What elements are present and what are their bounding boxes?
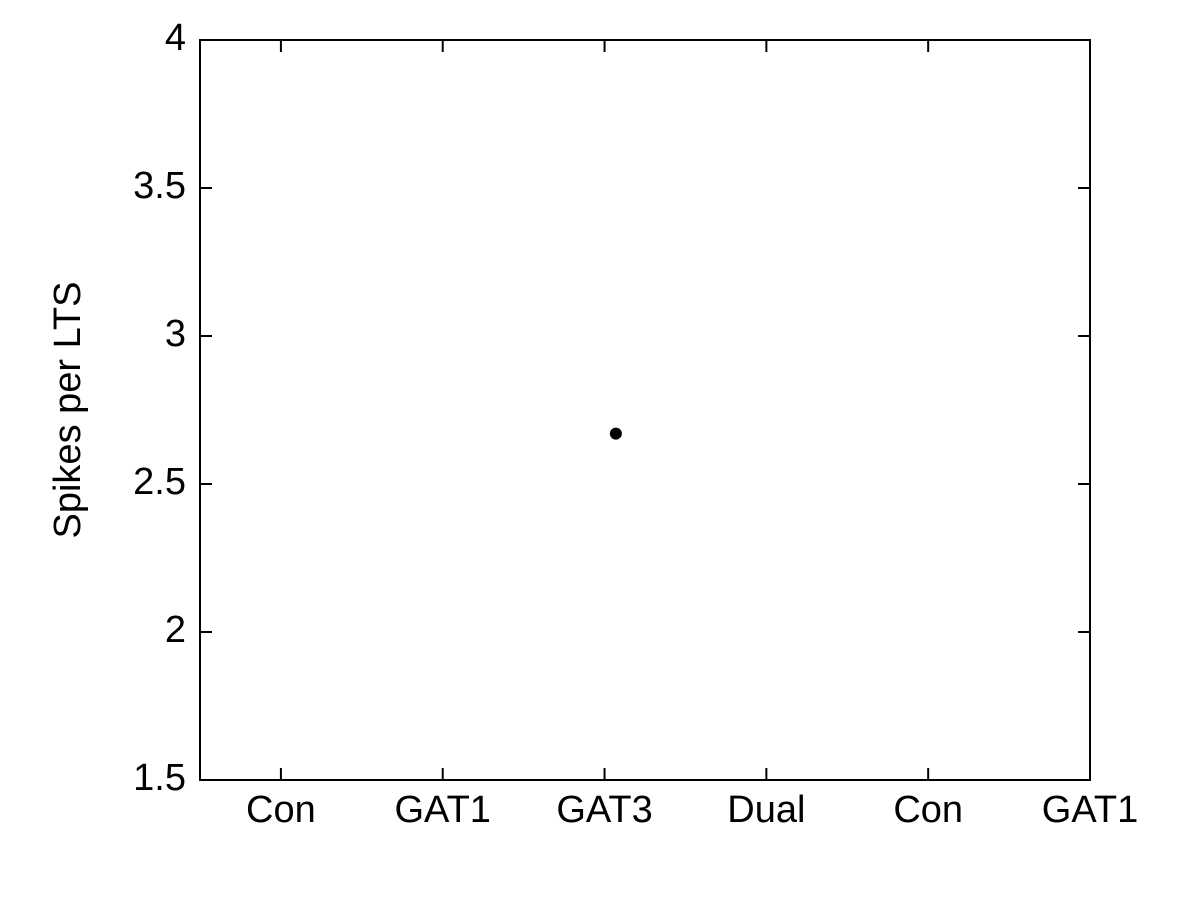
data-point [610,428,622,440]
x-tick-label: GAT1 [1042,789,1138,831]
y-tick-label: 3.5 [133,165,186,207]
x-tick-label: Con [893,789,963,831]
y-tick-label: 1.5 [133,757,186,799]
x-tick-label: GAT1 [395,789,491,831]
y-tick-label: 4 [165,17,186,59]
y-tick-label: 2.5 [133,461,186,503]
chart-svg: 1.5 2 2.5 3 3.5 4 Con GAT1 GAT3 Dual Con GAT1 Spikes… [0,0,1200,900]
x-tick-label: Con [246,789,316,831]
y-axis-label: Spikes per LTS [47,282,89,539]
y-tick-label: 3 [165,313,186,355]
x-tick-label: GAT3 [556,789,652,831]
plot-area [200,40,1090,780]
x-tick-label: Dual [727,789,805,831]
chart-container: 1.5 2 2.5 3 3.5 4 Con GAT1 GAT3 Dual Con GAT1 Spikes… [0,0,1200,900]
y-tick-label: 2 [165,609,186,651]
